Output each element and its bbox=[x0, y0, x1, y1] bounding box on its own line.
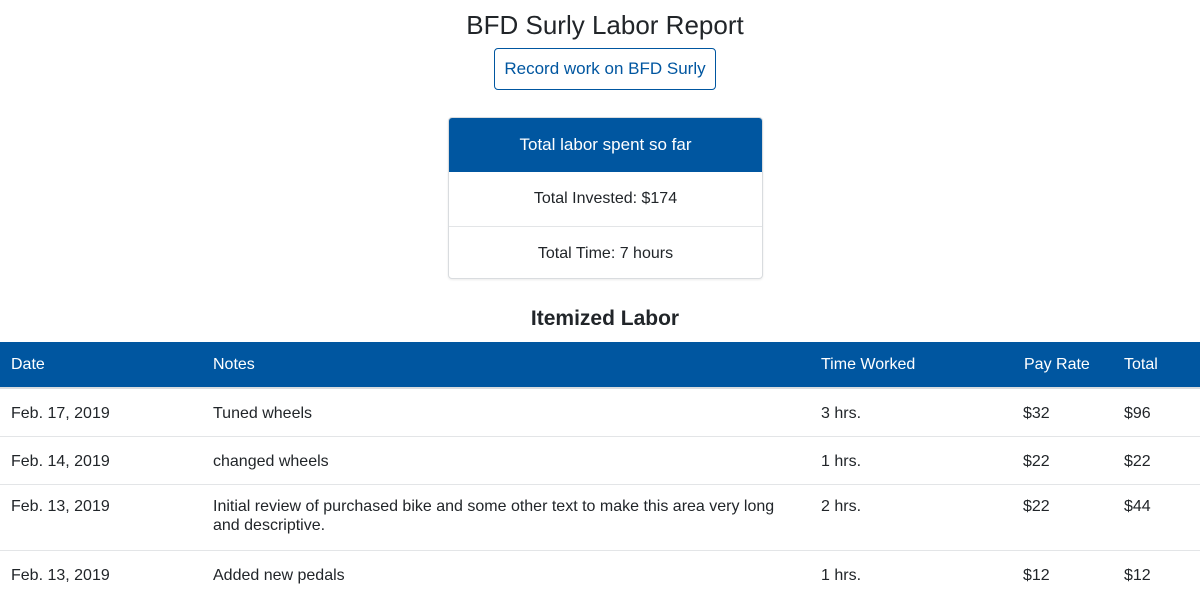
cell-notes: Tuned wheels bbox=[213, 405, 313, 422]
cell-time-worked: 2 hrs. bbox=[810, 483, 1012, 550]
record-work-button[interactable]: Record work on BFD Surly bbox=[494, 48, 716, 90]
total-invested: Total Invested: $174 bbox=[533, 190, 678, 207]
table-row: Feb. 17, 2019 Tuned wheels 3 hrs. $32 $9… bbox=[0, 388, 1200, 436]
column-header-pay-rate: Pay Rate bbox=[1012, 342, 1113, 389]
cell-time-worked: 1 hrs. bbox=[810, 549, 1012, 598]
column-header-total: Total bbox=[1113, 342, 1200, 389]
cell-pay-rate: $32 bbox=[1023, 405, 1050, 422]
column-header-time-worked: Time Worked bbox=[810, 342, 1012, 389]
cell-notes: Initial review of purchased bike and som… bbox=[202, 483, 810, 550]
cell-date: Feb. 17, 2019 bbox=[11, 405, 110, 422]
table-header-row: Date Notes Time Worked Pay Rate Total bbox=[0, 342, 1200, 389]
summary-card: Total labor spent so far Total Invested:… bbox=[448, 117, 763, 279]
labor-table: Date Notes Time Worked Pay Rate Total Fe… bbox=[0, 342, 1200, 598]
column-header-date: Date bbox=[0, 342, 202, 389]
cell-total: $12 bbox=[1113, 549, 1200, 598]
table-row: Feb. 14, 2019 changed wheels 1 hrs. $22 … bbox=[0, 435, 1200, 484]
cell-pay-rate: $22 bbox=[1012, 435, 1113, 484]
cell-total: $44 bbox=[1113, 483, 1200, 550]
cell-notes: changed wheels bbox=[202, 435, 810, 484]
cell-pay-rate: $12 bbox=[1012, 549, 1113, 598]
cell-notes: Added new pedals bbox=[202, 549, 810, 598]
table-row: Feb. 13, 2019 Added new pedals 1 hrs. $1… bbox=[0, 549, 1200, 598]
total-time: Total Time: 7 hours bbox=[449, 226, 762, 278]
cell-date: Feb. 14, 2019 bbox=[0, 435, 202, 484]
cell-date: Feb. 13, 2019 bbox=[0, 483, 202, 550]
itemized-labor-title: Itemized Labor bbox=[530, 307, 680, 330]
column-header-notes: Notes bbox=[202, 342, 810, 389]
cell-time-worked: 3 hrs. bbox=[821, 405, 862, 422]
page-title: BFD Surly Labor Report bbox=[466, 10, 744, 40]
table-row: Feb. 13, 2019 Initial review of purchase… bbox=[0, 483, 1200, 550]
cell-total: $22 bbox=[1113, 435, 1200, 484]
summary-header: Total labor spent so far bbox=[449, 118, 762, 172]
cell-pay-rate: $22 bbox=[1012, 483, 1113, 550]
cell-date: Feb. 13, 2019 bbox=[0, 549, 202, 598]
cell-total: $96 bbox=[1124, 405, 1151, 422]
cell-time-worked: 1 hrs. bbox=[810, 435, 1012, 484]
